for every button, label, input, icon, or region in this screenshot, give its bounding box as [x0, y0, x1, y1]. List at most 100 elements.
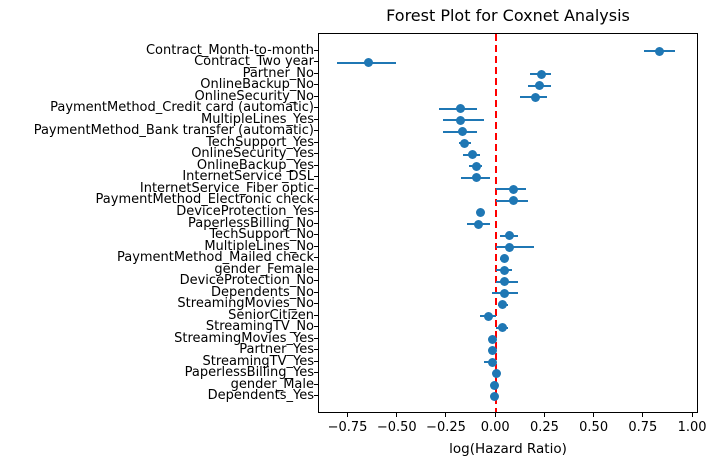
- y-axis-tick-label: InternetService_Fiber optic: [139, 180, 314, 196]
- x-axis-tick-label: −0.75: [327, 420, 368, 435]
- y-axis-tick-label: OnlineSecurity_Yes: [191, 146, 314, 162]
- y-tick-mark: [314, 337, 318, 339]
- y-tick-mark: [314, 280, 318, 282]
- y-axis-tick-label: TechSupport_Yes: [206, 134, 314, 150]
- y-tick-mark: [314, 107, 318, 109]
- y-tick-mark: [314, 314, 318, 316]
- y-tick-mark: [314, 118, 318, 120]
- y-axis-tick-label: Partner_Yes: [239, 342, 314, 358]
- data-point-marker: [472, 161, 481, 171]
- y-axis-tick-label: Contract_Month-to-month: [145, 42, 314, 58]
- data-point-marker: [489, 392, 499, 402]
- error-bar: [496, 246, 534, 249]
- y-axis-tick-label: DeviceProtection_Yes: [176, 203, 314, 219]
- y-tick-mark: [314, 199, 318, 201]
- y-axis-tick-label: PaymentMethod_Electronic check: [95, 192, 314, 208]
- data-point-marker: [499, 277, 509, 287]
- data-point-marker: [497, 300, 507, 310]
- y-axis-tick-label: gender_Female: [214, 261, 314, 277]
- y-axis-tick-label: PaymentMethod_Mailed check: [116, 250, 314, 266]
- y-tick-mark: [314, 383, 318, 385]
- y-tick-mark: [314, 141, 318, 143]
- y-tick-mark: [314, 234, 318, 235]
- y-tick-mark: [314, 395, 318, 397]
- x-axis-label: log(Hazard Ratio): [449, 441, 567, 457]
- x-tick-mark: [396, 413, 398, 417]
- y-tick-mark: [314, 95, 318, 97]
- x-axis-tick-label: −0.50: [376, 420, 417, 435]
- x-tick-mark: [494, 413, 496, 417]
- data-point-marker: [468, 150, 478, 160]
- y-tick-mark: [314, 268, 318, 270]
- x-tick-mark: [691, 413, 693, 417]
- data-point-marker: [505, 231, 515, 240]
- y-axis-tick-label: MultipleLines_No: [204, 238, 314, 254]
- plot-area: [318, 33, 698, 413]
- x-tick-mark: [445, 413, 447, 417]
- chart-title: Forest Plot for Coxnet Analysis: [386, 6, 630, 25]
- data-point-marker: [655, 46, 665, 56]
- y-axis-tick-label: OnlineSecurity_No: [194, 88, 315, 104]
- data-point-marker: [456, 115, 466, 125]
- data-point-marker: [509, 196, 519, 206]
- y-axis-tick-label: StreamingMovies_No: [177, 296, 314, 312]
- y-axis-tick-label: PaperlessBilling_No: [187, 215, 314, 231]
- y-tick-mark: [314, 210, 318, 212]
- y-axis-tick-label: SeniorCitizen: [228, 307, 314, 323]
- y-tick-mark: [314, 349, 318, 351]
- y-axis-tick-label: PaymentMethod_Credit card (automatic): [50, 100, 314, 116]
- x-tick-mark: [642, 413, 644, 417]
- y-tick-mark: [314, 372, 318, 374]
- y-axis-tick-label: Partner_No: [242, 65, 314, 81]
- y-tick-mark: [314, 187, 318, 189]
- y-tick-mark: [314, 176, 318, 178]
- y-axis-tick-label: DeviceProtection_No: [179, 273, 314, 289]
- data-point-marker: [483, 311, 493, 321]
- y-tick-mark: [314, 245, 318, 247]
- data-point-marker: [363, 58, 373, 68]
- data-point-marker: [487, 334, 497, 344]
- data-point-marker: [458, 127, 468, 137]
- data-point-marker: [475, 207, 485, 217]
- x-axis-tick-label: 0.00: [480, 420, 510, 435]
- zero-reference-line: [495, 34, 498, 412]
- data-point-marker: [536, 69, 546, 79]
- data-point-marker: [509, 184, 519, 194]
- y-axis-tick-label: StreamingTV_No: [205, 319, 314, 335]
- y-axis-tick-label: Dependents_No: [210, 284, 314, 300]
- y-tick-mark: [314, 130, 318, 132]
- y-tick-mark: [314, 291, 318, 293]
- y-tick-mark: [314, 303, 318, 305]
- data-point-marker: [499, 254, 509, 264]
- data-point-marker: [491, 369, 501, 379]
- y-tick-mark: [314, 61, 318, 63]
- y-axis-tick-label: gender_Male: [230, 376, 314, 392]
- y-tick-mark: [314, 360, 318, 362]
- data-point-marker: [487, 346, 497, 356]
- data-point-marker: [472, 173, 481, 183]
- y-axis-tick-label: PaperlessBilling_Yes: [184, 365, 314, 381]
- x-axis-tick-label: 1.00: [677, 420, 707, 435]
- y-axis-tick-label: Dependents_Yes: [207, 388, 314, 404]
- data-point-marker: [489, 380, 499, 390]
- y-tick-mark: [314, 257, 318, 259]
- data-point-marker: [460, 138, 470, 148]
- x-tick-mark: [593, 413, 595, 417]
- data-point-marker: [473, 219, 483, 229]
- data-point-marker: [499, 265, 509, 275]
- y-axis-tick-label: TechSupport_No: [209, 227, 314, 242]
- data-point-marker: [456, 104, 466, 114]
- x-axis-tick-label: 0.25: [529, 420, 559, 435]
- y-tick-mark: [314, 153, 318, 155]
- x-axis-tick-label: 0.50: [579, 420, 609, 435]
- y-axis-tick-label: StreamingMovies_Yes: [174, 330, 314, 346]
- data-point-marker: [505, 242, 515, 252]
- data-point-marker: [535, 81, 545, 91]
- y-tick-mark: [314, 164, 318, 166]
- data-point-marker: [497, 323, 507, 333]
- y-tick-mark: [314, 222, 318, 224]
- y-axis-tick-label: OnlineBackup_No: [200, 77, 314, 93]
- y-tick-mark: [314, 84, 318, 86]
- y-axis-tick-label: OnlineBackup_Yes: [196, 157, 314, 173]
